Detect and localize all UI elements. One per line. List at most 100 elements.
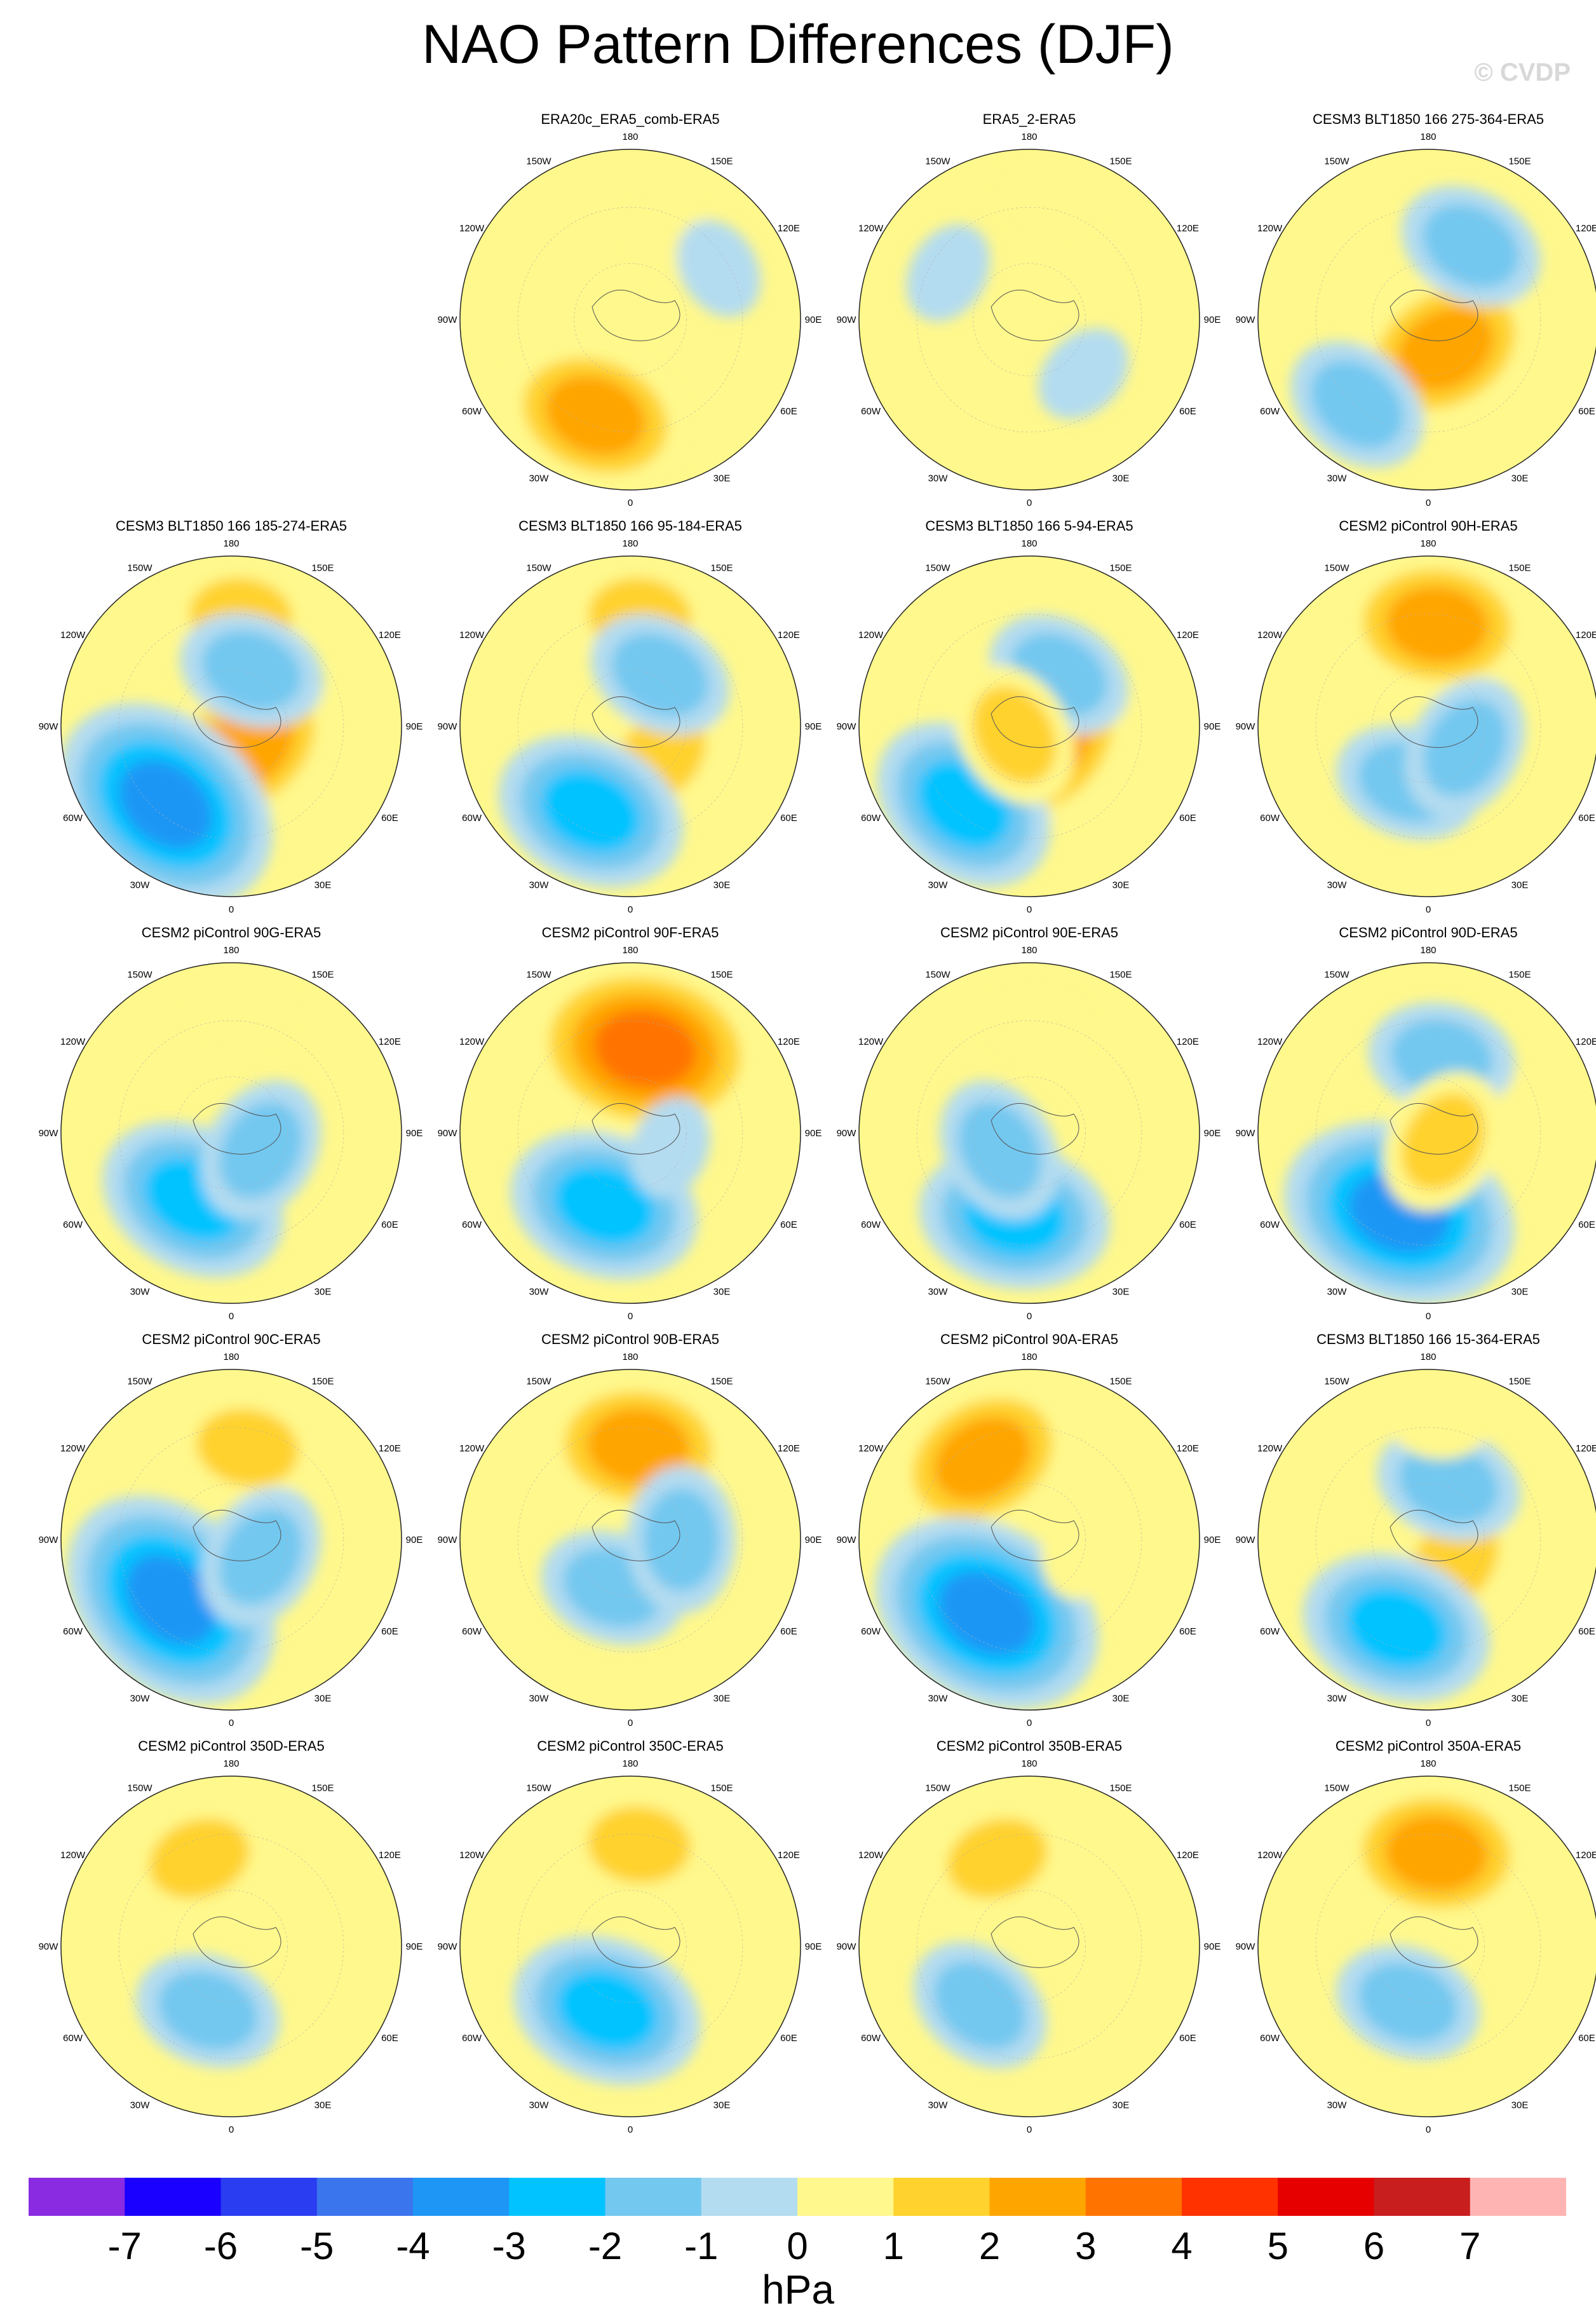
longitude-label: 180 [1021,538,1037,549]
colorbar-tick-label: -6 [203,2225,238,2267]
colorbar-tick-label: 6 [1363,2225,1385,2267]
map-panel: CESM3 BLT1850 166 275-364-ERA5 180 150E 120… [1229,111,1596,518]
longitude-label: 150E [1109,156,1132,167]
longitude-label: 90W [837,1128,857,1139]
longitude-label: 60E [1179,813,1196,824]
map-panel-title: CESM2 piControl 350A-ERA5 [1335,1738,1522,1754]
longitude-label: 60W [1260,813,1280,824]
map-boundary [459,1775,801,2117]
anomaly-contour [987,984,1091,1061]
map-panel-title: CESM3 BLT1850 166 15-364-ERA5 [1316,1331,1540,1347]
map-panel: CESM2 piControl 350C-ERA5 180 150E 120E 90E 6… [431,1738,830,2145]
longitude-label: 30E [1511,1286,1529,1297]
longitude-label: 0 [1027,2124,1032,2135]
longitude-label: 90W [837,1535,857,1545]
longitude-label: 60W [861,813,881,824]
longitude-label: 30E [1112,2100,1130,2110]
longitude-label: 30E [713,1286,731,1297]
colorbar-swatch [1374,2178,1471,2216]
anomaly-contour [677,220,761,317]
map-boundary [60,962,402,1304]
longitude-label: 120E [379,630,401,641]
longitude-label: 30E [1112,1286,1130,1297]
map-panel: CESM2 piControl 350D-ERA5 180 150E 120E 90E 6… [32,1738,431,2145]
anomaly-contour [1346,1587,1447,1668]
longitude-label: 60E [780,1219,797,1230]
longitude-label: 150W [925,156,950,167]
longitude-label: 60E [1578,1219,1595,1230]
colorbar-tick-label: 0 [787,2225,808,2267]
longitude-label: 120W [1257,630,1283,641]
longitude-label: 150E [1109,970,1132,981]
longitude-label: 90E [406,721,423,732]
anomaly-contour [1038,328,1129,419]
longitude-label: 60W [462,406,482,417]
anomaly-contour [1384,1814,1488,1892]
colorbar-tick-label: 3 [1075,2225,1097,2267]
longitude-label: 30W [928,1286,949,1297]
longitude-label: 0 [628,2124,633,2135]
longitude-label: 180 [1420,1758,1436,1769]
longitude-label: 30W [529,1286,550,1297]
longitude-label: 0 [229,2124,234,2135]
longitude-label: 150W [526,156,551,167]
longitude-label: 60W [63,1626,83,1637]
longitude-label: 30W [1327,1693,1348,1704]
longitude-label: 150E [311,970,334,981]
map-panel-title: ERA5_2-ERA5 [982,111,1076,127]
longitude-label: 0 [1426,904,1431,915]
longitude-label: 120W [60,630,86,641]
anomaly-contour [1423,699,1507,796]
longitude-label: 60E [780,406,797,417]
anomaly-contour [586,1408,690,1485]
anomaly-contour [1358,1962,1458,2042]
longitude-label: 90E [805,315,822,325]
longitude-label: 0 [628,1311,633,1322]
colorbar-swatch [1085,2178,1182,2216]
map-panel-title: CESM2 piControl 90C-ERA5 [142,1331,321,1347]
longitude-label: 120W [1257,1850,1283,1861]
longitude-label: 180 [223,538,239,549]
longitude-label: 60E [1578,406,1595,417]
longitude-label: 150W [925,970,950,981]
map-panel: CESM3 BLT1850 166 15-364-ERA5 180 150E 120E… [1229,1331,1596,1738]
longitude-label: 60W [861,1219,881,1230]
map-panel-title: CESM3 BLT1850 166 5-94-ERA5 [925,518,1133,534]
anomaly-contour [1387,1382,1491,1460]
map-boundary [459,962,801,1304]
longitude-label: 180 [1420,132,1436,142]
longitude-label: 180 [223,945,239,956]
map-panel: ERA5_2-ERA5 180 150E 120E 90E 60E 30E 0 30W 60W 90… [830,111,1229,518]
longitude-label: 150W [127,1783,152,1794]
longitude-label: 60E [1179,2033,1196,2044]
longitude-label: 150W [1324,1376,1349,1387]
longitude-label: 90W [837,315,857,325]
anomaly-contour [906,224,991,322]
longitude-label: 30E [314,2100,332,2110]
map-panel: CESM2 piControl 350B-ERA5 180 150E 120E 90E 6… [830,1738,1229,2145]
anomaly-contour [611,632,709,717]
longitude-label: 30E [713,2100,731,2110]
anomaly-contour [947,1818,1048,1899]
longitude-label: 120W [1257,1036,1283,1047]
longitude-label: 60E [780,813,797,824]
anomaly-contour [957,1101,1042,1199]
longitude-label: 120E [778,1850,800,1861]
longitude-label: 120W [858,1850,884,1861]
map-boundary [858,1369,1200,1711]
longitude-label: 90E [1204,721,1221,732]
map-panel: CESM2 piControl 90E-ERA5 180 150E 120E 90E 60… [830,925,1229,1331]
longitude-label: 60E [381,1626,398,1637]
colorbar-swatch [125,2178,221,2216]
cvdp-watermark: © CVDP [1474,58,1571,86]
longitude-label: 180 [622,538,638,549]
map-boundary [60,555,402,897]
longitude-label: 120E [1177,1443,1199,1454]
anomaly-contour [630,1097,710,1198]
longitude-label: 120E [1576,1443,1596,1454]
